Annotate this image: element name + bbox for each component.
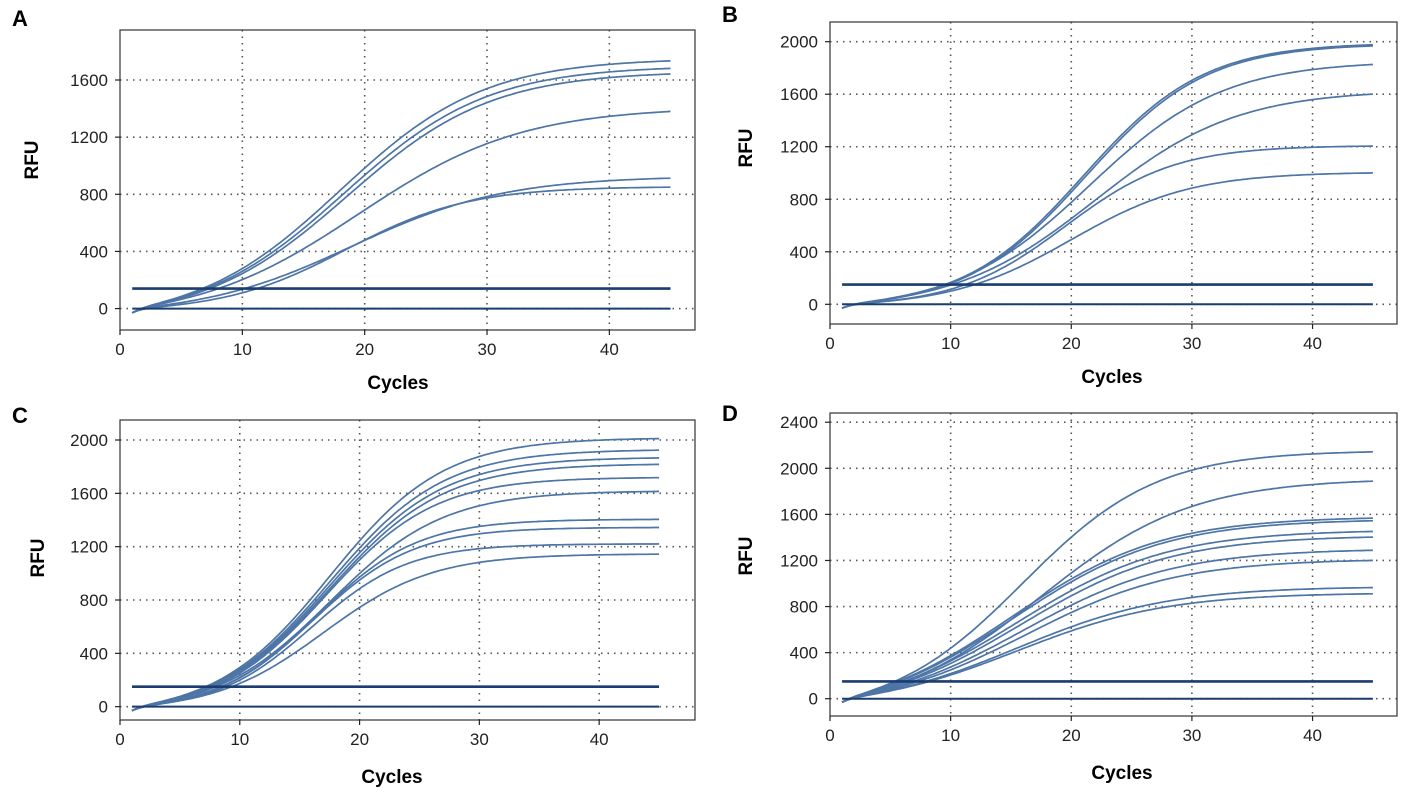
y-tick-label: 1600 <box>780 85 818 104</box>
plot-frame <box>119 419 696 721</box>
amplification-curve-s5 <box>841 145 1373 309</box>
amplification-curve-s7 <box>131 518 660 712</box>
y-tick-label: 1200 <box>780 138 818 157</box>
amplification-curve-s8 <box>841 559 1373 703</box>
plot-frame <box>119 29 696 331</box>
plot-frame <box>829 21 1398 325</box>
amplification-curve-s3 <box>841 63 1373 309</box>
amplification-curve-s5 <box>131 476 660 712</box>
x-tick-label: 0 <box>825 334 834 353</box>
amplification-curve-s6 <box>131 490 660 712</box>
y-tick-label: 0 <box>809 295 818 314</box>
amplification-curve-s1 <box>841 43 1373 309</box>
y-tick-label: 2000 <box>70 431 108 450</box>
amplification-curve-s9 <box>841 586 1373 703</box>
x-tick-label: 20 <box>1062 726 1081 745</box>
amplification-curve-s7 <box>841 549 1373 703</box>
panel-label-D: D <box>722 401 738 426</box>
amplification-curve-s2 <box>841 45 1373 309</box>
y-tick-label: 1600 <box>70 484 108 503</box>
panel-D: D0 10 20 30 4004008001200160020002400CyclesR… <box>722 401 1398 784</box>
y-axis-title: RFU <box>736 536 757 575</box>
x-axis-title: Cycles <box>367 373 428 394</box>
x-tick-label: 30 <box>1182 334 1201 353</box>
y-tick-label: 1200 <box>780 551 818 570</box>
panel-label-A: A <box>12 6 28 31</box>
amplification-curve-s10 <box>841 592 1373 703</box>
y-tick-label: 2000 <box>780 33 818 52</box>
x-tick-label: 30 <box>470 730 489 749</box>
x-tick-label: 20 <box>355 340 374 359</box>
x-tick-label: 40 <box>600 340 619 359</box>
x-axis-title: Cycles <box>1081 367 1142 388</box>
amplification-curve-s10 <box>131 553 660 712</box>
x-tick-label: 10 <box>941 334 960 353</box>
x-tick-label: 10 <box>230 730 249 749</box>
x-tick-label: 0 <box>115 730 124 749</box>
amplification-curve-s4 <box>841 93 1373 309</box>
y-tick-label: 1200 <box>70 538 108 557</box>
x-tick-label: 20 <box>1062 334 1081 353</box>
y-tick-label: 800 <box>790 190 818 209</box>
y-tick-label: 800 <box>790 598 818 617</box>
amplification-curve-s1 <box>841 450 1373 703</box>
x-tick-label: 40 <box>1303 334 1322 353</box>
y-axis-title: RFU <box>736 128 757 167</box>
panel-label-C: C <box>12 403 28 428</box>
y-tick-label: 1600 <box>780 505 818 524</box>
amplification-curve-s9 <box>131 543 660 712</box>
x-tick-label: 20 <box>350 730 369 749</box>
amplification-curve-s4 <box>131 110 671 314</box>
y-tick-label: 1200 <box>70 128 108 147</box>
panel-label-B: B <box>722 2 738 27</box>
y-tick-label: 2000 <box>780 459 818 478</box>
amplification-curve-s3 <box>131 73 671 314</box>
y-tick-label: 400 <box>790 243 818 262</box>
y-axis-title: RFU <box>22 140 43 179</box>
amplification-curve-s6 <box>131 186 671 314</box>
y-tick-label: 400 <box>790 644 818 663</box>
y-tick-label: 0 <box>809 690 818 709</box>
y-tick-label: 800 <box>80 591 108 610</box>
y-axis-title: RFU <box>28 538 49 577</box>
amplification-curve-s4 <box>841 519 1373 703</box>
x-tick-label: 10 <box>941 726 960 745</box>
x-tick-label: 30 <box>478 340 497 359</box>
x-tick-label: 0 <box>115 340 124 359</box>
y-tick-label: 1600 <box>70 71 108 90</box>
plot-frame <box>829 412 1398 717</box>
amplification-curve-s6 <box>841 172 1373 309</box>
x-tick-label: 40 <box>590 730 609 749</box>
amplification-curve-s5 <box>841 530 1373 703</box>
amplification-curve-s2 <box>131 449 660 712</box>
amplification-curve-s1 <box>131 437 660 712</box>
y-tick-label: 2400 <box>780 413 818 432</box>
x-tick-label: 10 <box>233 340 252 359</box>
amplification-curve-s5 <box>131 177 671 314</box>
y-tick-label: 0 <box>99 698 108 717</box>
amplification-curve-s6 <box>841 536 1373 703</box>
amplification-curve-s3 <box>841 517 1373 703</box>
y-tick-label: 400 <box>80 242 108 261</box>
y-tick-label: 800 <box>80 185 108 204</box>
y-tick-label: 0 <box>99 300 108 319</box>
x-axis-title: Cycles <box>1091 763 1152 784</box>
x-tick-label: 40 <box>1303 726 1322 745</box>
amplification-curve-s2 <box>131 67 671 314</box>
y-tick-label: 400 <box>80 644 108 663</box>
x-axis-title: Cycles <box>361 767 422 788</box>
amplification-curve-s3 <box>131 457 660 712</box>
x-tick-label: 30 <box>1182 726 1201 745</box>
x-tick-label: 0 <box>825 726 834 745</box>
amplification-curve-s4 <box>131 463 660 712</box>
amplification-curve-s1 <box>131 60 671 314</box>
